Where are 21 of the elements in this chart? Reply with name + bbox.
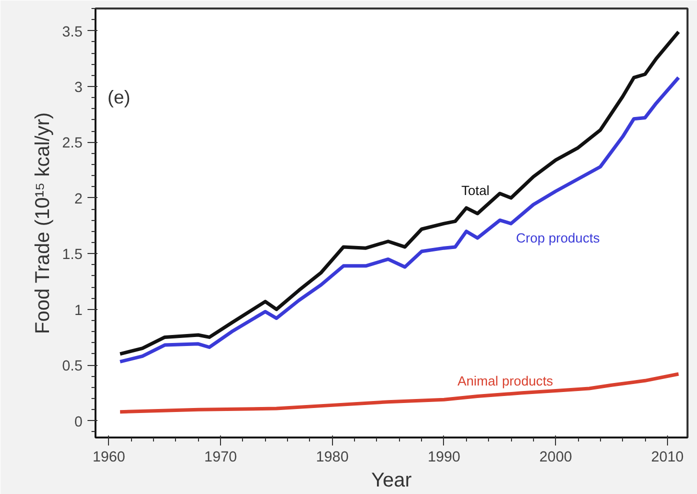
x-tick-label: 1980 (316, 450, 349, 466)
series-label: Total (461, 182, 490, 198)
y-axis-title: Food Trade (10¹⁵ kcal/yr) (32, 112, 54, 334)
y-tick-label: 2 (74, 191, 83, 208)
series-label: Animal products (458, 373, 554, 388)
x-tick-label: 1960 (92, 450, 126, 466)
annotation: (e) (108, 86, 130, 108)
y-tick-label: 3.5 (62, 24, 82, 40)
x-axis-title: Year (371, 470, 412, 492)
y-tick-label: 3 (74, 80, 83, 96)
y-tick-label: 2.5 (62, 136, 82, 152)
line-series (118, 372, 680, 414)
y-tick-label: 0.5 (62, 358, 82, 375)
y-tick-label: 1 (74, 302, 83, 319)
y-tick-label: 1.5 (62, 247, 82, 264)
x-tick-label: 1970 (204, 450, 237, 466)
x-tick-label: 2010 (651, 450, 684, 466)
x-tick-label: 1990 (428, 450, 460, 466)
series-label: Crop products (516, 230, 600, 246)
y-tick-label: 0 (74, 414, 83, 430)
x-tick-label: 2000 (539, 450, 572, 466)
